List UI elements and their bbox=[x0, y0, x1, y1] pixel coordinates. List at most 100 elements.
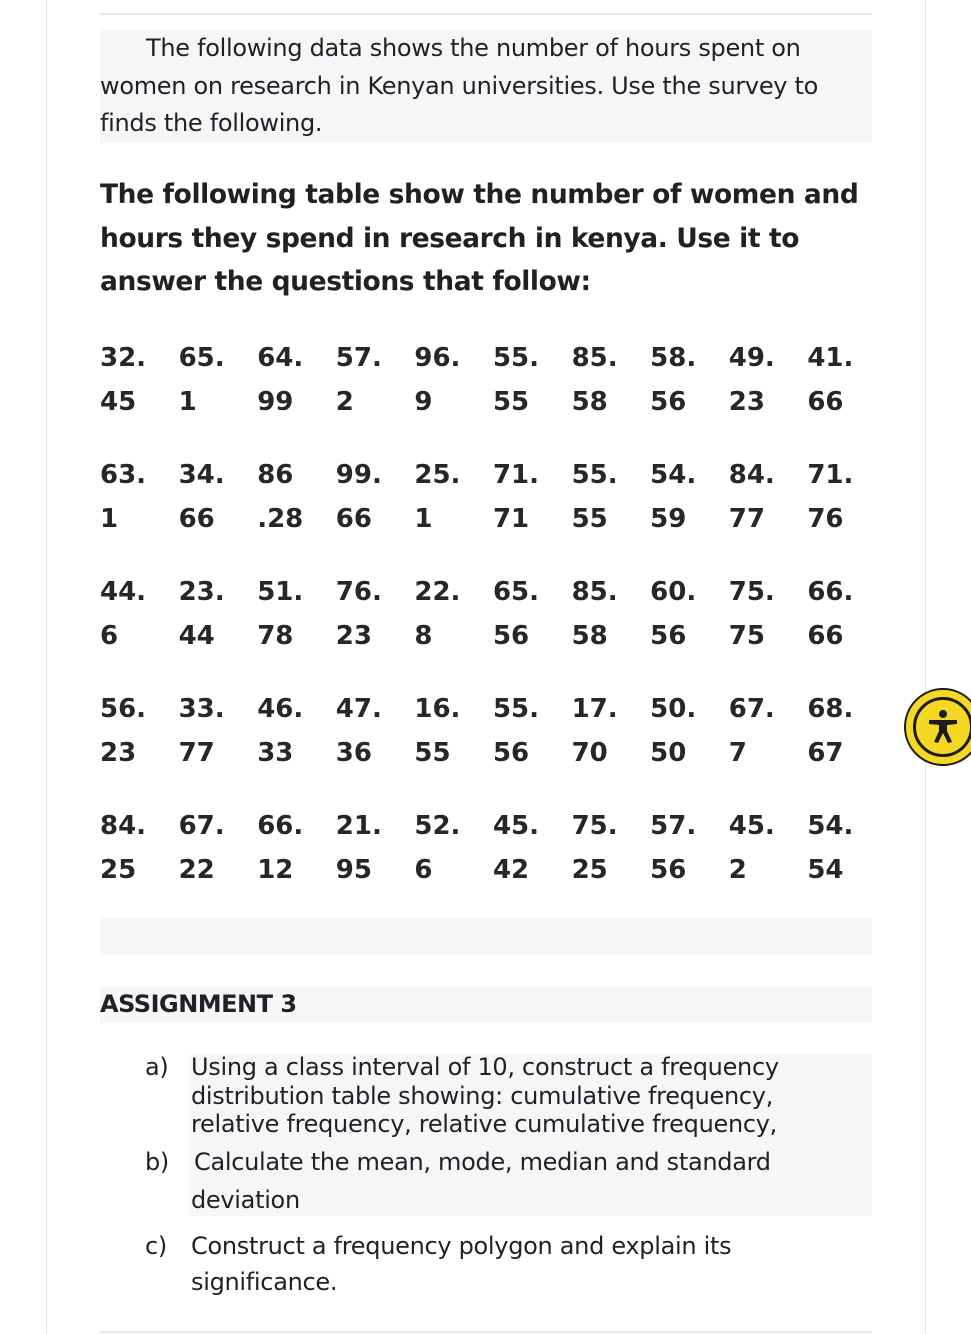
value-line-2: 66 bbox=[178, 504, 215, 534]
data-value: 52. 6 bbox=[414, 804, 493, 921]
data-value: 63. 1 bbox=[100, 453, 179, 570]
data-value: 45. 2 bbox=[729, 804, 808, 921]
value-line-2: 6 bbox=[100, 621, 119, 651]
value-line-1: 76. bbox=[335, 577, 382, 607]
value-line-2: 66 bbox=[807, 387, 844, 417]
question-highlight bbox=[190, 1054, 872, 1216]
data-value: 60. 56 bbox=[650, 570, 729, 687]
value-line-1: 96. bbox=[414, 343, 461, 373]
value-line-2: 23 bbox=[100, 738, 137, 768]
value-line-2: 12 bbox=[257, 855, 294, 885]
data-value: 84. 77 bbox=[729, 453, 808, 570]
data-value: 55. 55 bbox=[572, 453, 651, 570]
value-line-1: 54. bbox=[650, 460, 697, 490]
data-value: 64. 99 bbox=[257, 336, 336, 453]
value-line-2: 2 bbox=[335, 387, 354, 417]
value-line-2: 55 bbox=[492, 387, 530, 417]
data-value: 46. 33 bbox=[257, 687, 336, 804]
value-line-1: 71. bbox=[807, 460, 854, 490]
value-line-1: 46. bbox=[257, 694, 304, 724]
question-label: a) bbox=[145, 1053, 169, 1081]
value-line-1: 58. bbox=[650, 343, 697, 373]
accessibility-button[interactable] bbox=[904, 688, 971, 766]
data-value: 99. 66 bbox=[336, 453, 415, 570]
question-label: c) bbox=[145, 1232, 167, 1260]
value-line-1: 85. bbox=[571, 577, 618, 607]
assignment-title: ASSIGNMENT 3 bbox=[100, 986, 872, 1023]
value-line-2: 44 bbox=[178, 621, 215, 651]
data-value: 75. 25 bbox=[572, 804, 651, 921]
table-heading: The following table show the number of w… bbox=[100, 179, 859, 297]
value-line-1: 41. bbox=[807, 343, 854, 373]
data-value: 58. 56 bbox=[650, 336, 729, 453]
data-value: 66. 12 bbox=[257, 804, 336, 921]
data-value: 47. 36 bbox=[336, 687, 415, 804]
value-line-2: 77 bbox=[178, 738, 215, 768]
value-line-1: 55. bbox=[571, 460, 618, 490]
value-line-1: 21. bbox=[335, 811, 382, 841]
value-line-2: 25 bbox=[100, 855, 137, 885]
value-line-2: 77 bbox=[728, 504, 765, 534]
intro-paragraph: The following data shows the number of h… bbox=[100, 30, 872, 143]
value-line-2: 54 bbox=[807, 855, 844, 885]
value-line-1: 75. bbox=[571, 811, 618, 841]
value-line-1: 34. bbox=[178, 460, 225, 490]
value-line-2: 71 bbox=[492, 504, 530, 534]
value-line-1: 68. bbox=[807, 694, 854, 724]
value-line-2: 56 bbox=[492, 621, 530, 651]
data-value: 16. 55 bbox=[414, 687, 493, 804]
data-value: 55. 55 bbox=[493, 336, 572, 453]
data-value: 57. 56 bbox=[650, 804, 729, 921]
value-line-1: 54. bbox=[807, 811, 854, 841]
page-border-right bbox=[925, 0, 926, 1334]
data-value: 56. 23 bbox=[100, 687, 179, 804]
data-value: 86.28 bbox=[257, 453, 336, 570]
value-line-1: 84. bbox=[728, 460, 775, 490]
value-line-2: 95 bbox=[335, 855, 372, 885]
data-value: 57. 2 bbox=[336, 336, 415, 453]
data-value: 85. 58 bbox=[572, 336, 651, 453]
value-line-1: 75. bbox=[728, 577, 775, 607]
value-line-2: 75 bbox=[728, 621, 765, 651]
value-line-2: 58 bbox=[571, 621, 608, 651]
value-line-2: 42 bbox=[492, 855, 530, 885]
value-line-2: 45 bbox=[100, 387, 137, 417]
value-line-2: 7 bbox=[728, 738, 747, 768]
value-line-1: 17. bbox=[571, 694, 618, 724]
value-line-2: 56 bbox=[650, 855, 687, 885]
value-line-2: 56 bbox=[650, 621, 687, 651]
value-line-1: 33. bbox=[178, 694, 225, 724]
value-line-1: 57. bbox=[335, 343, 382, 373]
value-line-2: 59 bbox=[650, 504, 687, 534]
value-line-2: 2 bbox=[728, 855, 747, 885]
value-line-1: 49. bbox=[728, 343, 775, 373]
value-line-2: 23 bbox=[335, 621, 372, 651]
data-value: 21. 95 bbox=[336, 804, 415, 921]
data-grid: 32. 45 65. 1 64. 99 57. 2 96. 9 55. 55 85. 58 58. 56 49.… bbox=[100, 336, 890, 921]
value-line-1: 52. bbox=[414, 811, 461, 841]
data-value: 25. 1 bbox=[414, 453, 493, 570]
value-line-1: 51. bbox=[257, 577, 304, 607]
data-value: 71. 76 bbox=[807, 453, 886, 570]
value-line-1: 47. bbox=[335, 694, 382, 724]
value-line-1: 57. bbox=[650, 811, 697, 841]
data-value: 65. 56 bbox=[493, 570, 572, 687]
data-value: 44. 6 bbox=[100, 570, 179, 687]
value-line-1: 32. bbox=[100, 343, 147, 373]
value-line-2: 1 bbox=[100, 504, 119, 534]
value-line-2: 36 bbox=[335, 738, 372, 768]
data-row-group: 44. 6 23. 44 51. 78 76. 23 22. 8 65. 56 85. 58 60. 56 75… bbox=[100, 570, 890, 687]
value-line-2: 70 bbox=[571, 738, 608, 768]
value-line-2: 55 bbox=[414, 738, 451, 768]
data-value: 55. 56 bbox=[493, 687, 572, 804]
data-value: 65. 1 bbox=[179, 336, 258, 453]
value-line-2: 56 bbox=[492, 738, 530, 768]
value-line-2: 50 bbox=[650, 738, 687, 768]
data-value: 96. 9 bbox=[414, 336, 493, 453]
value-line-1: 45. bbox=[492, 811, 540, 841]
value-line-1: 71. bbox=[492, 460, 540, 490]
data-value: 67. 7 bbox=[729, 687, 808, 804]
value-line-2: .28 bbox=[257, 504, 304, 534]
value-line-2: 6 bbox=[414, 855, 433, 885]
top-divider bbox=[100, 13, 872, 15]
